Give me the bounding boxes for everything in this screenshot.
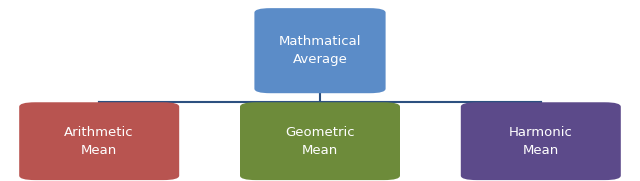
FancyBboxPatch shape bbox=[461, 102, 621, 180]
FancyBboxPatch shape bbox=[19, 102, 179, 180]
Text: Geometric
Mean: Geometric Mean bbox=[285, 126, 355, 157]
Text: Mathmatical
Average: Mathmatical Average bbox=[279, 35, 361, 66]
FancyBboxPatch shape bbox=[254, 8, 385, 93]
Text: Harmonic
Mean: Harmonic Mean bbox=[509, 126, 573, 157]
Text: Arithmetic
Mean: Arithmetic Mean bbox=[65, 126, 134, 157]
FancyBboxPatch shape bbox=[240, 102, 400, 180]
